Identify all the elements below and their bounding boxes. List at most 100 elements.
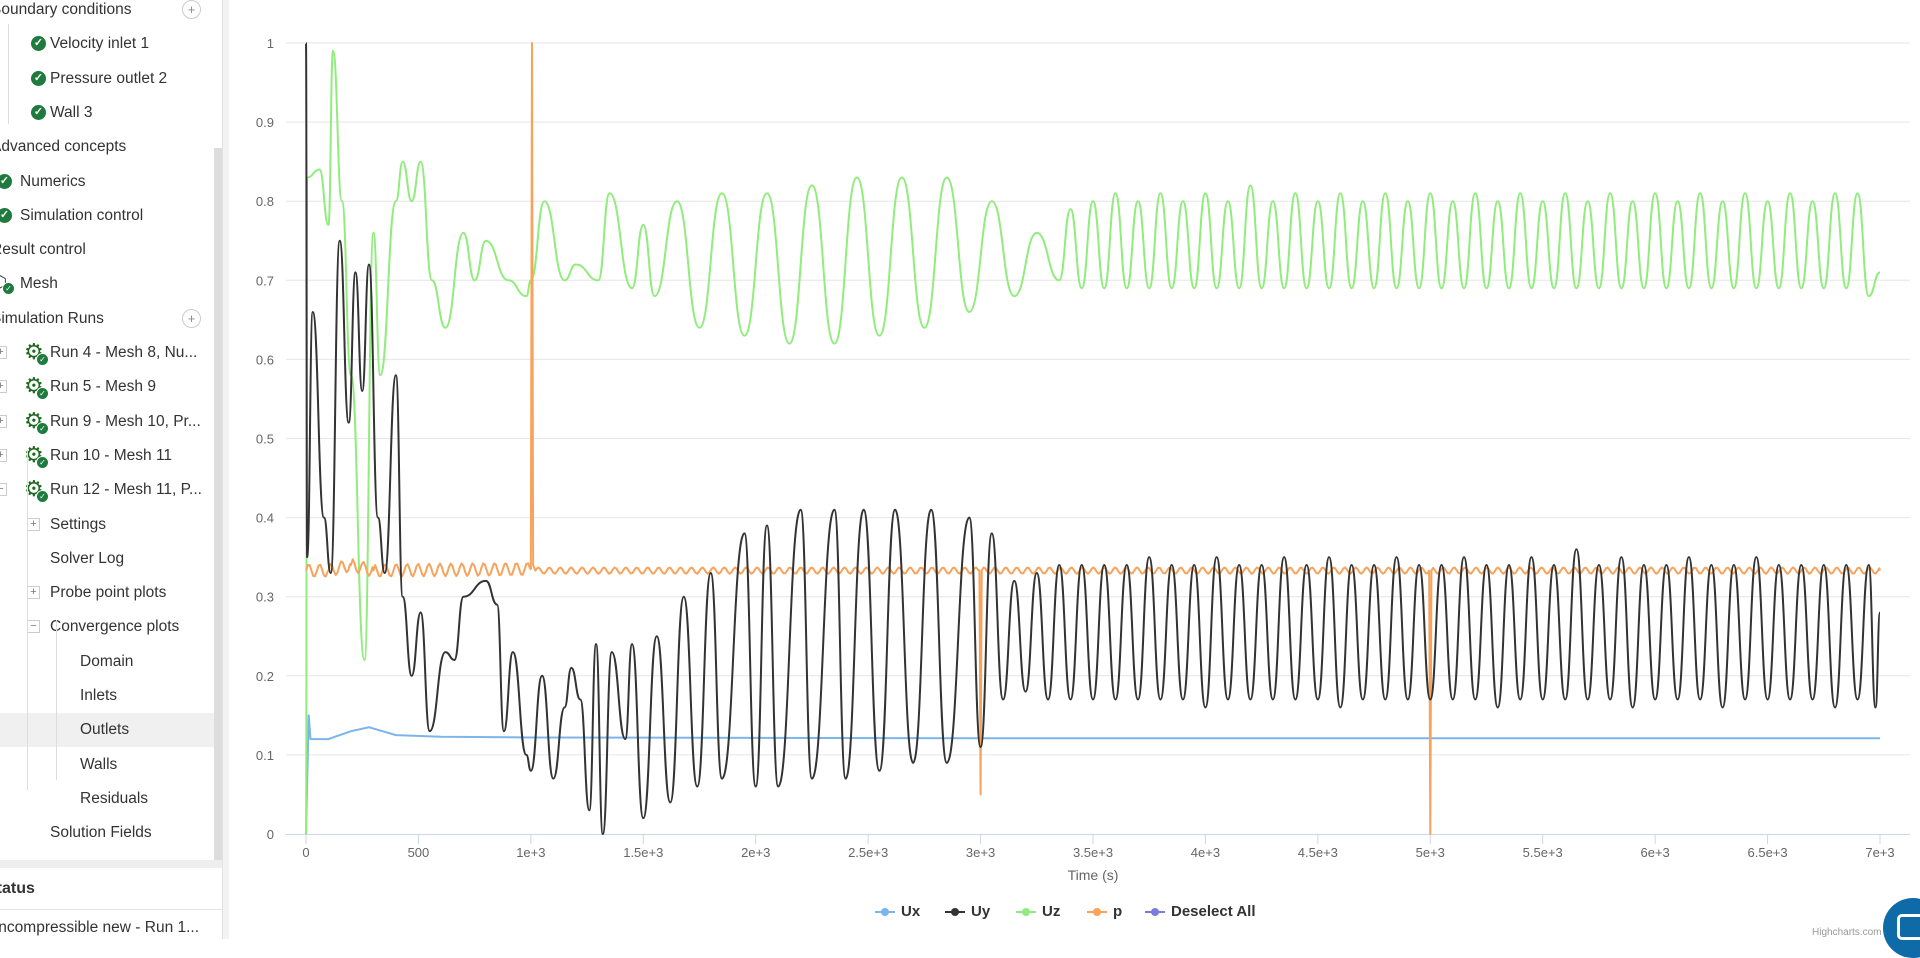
x-tick-label: 0 [302, 845, 309, 860]
legend-item-deselect-all[interactable]: Deselect All [1145, 903, 1256, 920]
divider [0, 909, 222, 910]
sidebar-scrollbar[interactable] [214, 148, 222, 860]
panel-gap [0, 860, 228, 868]
check-circle-icon: ✓ [31, 70, 46, 86]
expand-icon[interactable]: + [0, 346, 7, 359]
x-tick-label: 5e+3 [1416, 845, 1445, 860]
tree-item-inlets[interactable]: Inlets [0, 679, 215, 713]
tree-item-outlets[interactable]: Outlets [0, 713, 215, 748]
tree-item-label: Run 5 - Mesh 9 [50, 378, 156, 396]
tree-item-solver-log[interactable]: Solver Log [0, 542, 215, 576]
tree-item-convergence-plots[interactable]: − Convergence plots [0, 610, 215, 644]
x-tick-label: 3e+3 [966, 845, 995, 860]
tree-guide-line [8, 24, 9, 124]
tree-item-simulation-control[interactable]: ✓ Simulation control [0, 199, 215, 233]
expand-icon[interactable]: + [0, 414, 7, 428]
tree-item-result-control[interactable]: Result control [0, 233, 215, 267]
tree-guide-line [56, 620, 57, 780]
tree-item-run-9-mesh-10-pr[interactable]: + ⚙ ✓ Run 9 - Mesh 10, Pr... [0, 405, 215, 439]
x-tick-label: 4e+3 [1191, 845, 1220, 860]
tree-item-probe-point-plots[interactable]: + Probe point plots [0, 576, 215, 610]
status-item[interactable]: Incompressible new - Run 1... [0, 919, 200, 936]
collapse-icon[interactable]: − [0, 483, 7, 497]
legend-symbol-icon [945, 907, 965, 917]
tree-item-label: Simulation control [20, 206, 144, 224]
tree-item-label: Outlets [80, 721, 130, 739]
expand-icon[interactable]: + [27, 586, 40, 600]
legend-item-ux[interactable]: Ux [875, 903, 920, 920]
check-circle-icon: ✓ [0, 173, 12, 189]
y-tick-label: 0.6 [256, 352, 274, 367]
tree-item-label: Residuals [80, 789, 149, 807]
tree-item-advanced-concepts[interactable]: Advanced concepts [0, 130, 215, 164]
chart-svg: 0 0.1 0.2 0.3 0.4 0.5 0.6 0.7 0.8 0.9 1 0 500 1e+3 1.5… [256, 36, 1910, 883]
tree-item-pressure-outlet-2[interactable]: ✓ Pressure outlet 2 [0, 62, 215, 96]
check-circle-icon: ✓ [0, 207, 12, 223]
y-tick-label: 0.1 [256, 748, 274, 763]
tree-item-label: Wall 3 [50, 103, 93, 121]
tree-guide-line [27, 450, 28, 790]
tree-item-wall-3[interactable]: ✓ Wall 3 [0, 96, 215, 130]
y-tick-label: 0.5 [256, 432, 274, 447]
y-tick-label: 0.3 [256, 590, 274, 605]
x-tick-label: 6e+3 [1640, 845, 1669, 860]
y-tick-label: 1 [267, 36, 274, 51]
tree-item-settings[interactable]: + Settings [0, 508, 215, 542]
x-tick-label: 2e+3 [741, 845, 770, 860]
legend-label: Uy [971, 903, 991, 920]
add-button[interactable]: + [182, 0, 201, 19]
tree-item-velocity-inlet-1[interactable]: ✓ Velocity inlet 1 [0, 27, 215, 61]
tree-item-label: Boundary conditions [0, 1, 132, 18]
legend-item-uz[interactable]: Uz [1016, 903, 1060, 920]
tree-item-label: Solution Fields [50, 824, 152, 842]
expand-icon[interactable]: + [27, 517, 40, 531]
x-tick-label: 5.5e+3 [1523, 845, 1563, 860]
gear-icon: ⚙ ✓ [24, 375, 49, 401]
tree-item-label: Velocity inlet 1 [50, 35, 150, 53]
tree-item-label: Result control [0, 241, 86, 259]
tree-item-residuals[interactable]: Residuals [0, 782, 215, 816]
tree-item-boundary-conditions[interactable]: Boundary conditions + [0, 0, 215, 27]
status-panel: Status Incompressible new - Run 1... [0, 868, 222, 939]
tree-item-mesh[interactable]: ⬡✓ Mesh [0, 267, 215, 301]
x-tick-label: 6.5e+3 [1748, 845, 1788, 860]
tree-item-label: Advanced concepts [0, 138, 127, 156]
series-line-uz [305, 49, 1881, 835]
tree-item-run-12-mesh-11-p[interactable]: − ⚙ ✓ Run 12 - Mesh 11, P... [0, 473, 215, 507]
highcharts-credit[interactable]: Highcharts.com [1812, 927, 1882, 938]
tree-item-run-4-mesh-8-nu[interactable]: + ⚙ ✓ Run 4 - Mesh 8, Nu... [0, 336, 215, 370]
tree-item-simulation-runs[interactable]: Simulation Runs + [0, 302, 215, 336]
tree-item-label: Walls [80, 755, 118, 773]
tree-item-walls[interactable]: Walls [0, 748, 215, 782]
expand-icon[interactable]: + [0, 380, 7, 394]
collapse-icon[interactable]: − [27, 620, 40, 634]
tree-item-label: Inlets [80, 687, 118, 704]
tree-item-label: Probe point plots [50, 584, 167, 602]
gear-icon: ⚙ ✓ [24, 443, 49, 469]
legend-symbol-icon [1145, 907, 1165, 917]
tree-item-label: Numerics [20, 172, 86, 190]
expand-icon[interactable]: + [0, 448, 7, 462]
mesh-icon: ⬡✓ [0, 272, 15, 296]
legend-item-p[interactable]: p [1087, 903, 1122, 920]
legend-symbol-icon [875, 907, 895, 917]
tree-item-solution-fields[interactable]: Solution Fields [0, 816, 215, 850]
tree-item-label: Settings [50, 515, 107, 533]
tree-item-run-5-mesh-9[interactable]: + ⚙ ✓ Run 5 - Mesh 9 [0, 370, 215, 404]
legend-item-uy[interactable]: Uy [945, 903, 990, 920]
tree-item-numerics[interactable]: ✓ Numerics [0, 165, 215, 199]
add-button[interactable]: + [182, 308, 201, 328]
check-circle-icon: ✓ [31, 36, 46, 52]
x-tick-label: 500 [408, 845, 430, 860]
panel-resize-handle[interactable] [222, 0, 229, 939]
tree-item-label: Mesh [20, 275, 58, 293]
legend-symbol-icon [1016, 907, 1036, 917]
tree-item-domain[interactable]: Domain [0, 645, 215, 679]
tree-item-label: Domain [80, 652, 134, 670]
tree-item-run-10-mesh-11[interactable]: + ⚙ ✓ Run 10 - Mesh 11 [0, 439, 215, 473]
y-tick-label: 0.2 [256, 669, 274, 684]
tree-item-label: Convergence plots [50, 618, 180, 636]
series-line-uy [305, 42, 1881, 835]
tree-item-label: Solver Log [50, 549, 125, 567]
x-tick-label: 7e+3 [1865, 845, 1894, 860]
